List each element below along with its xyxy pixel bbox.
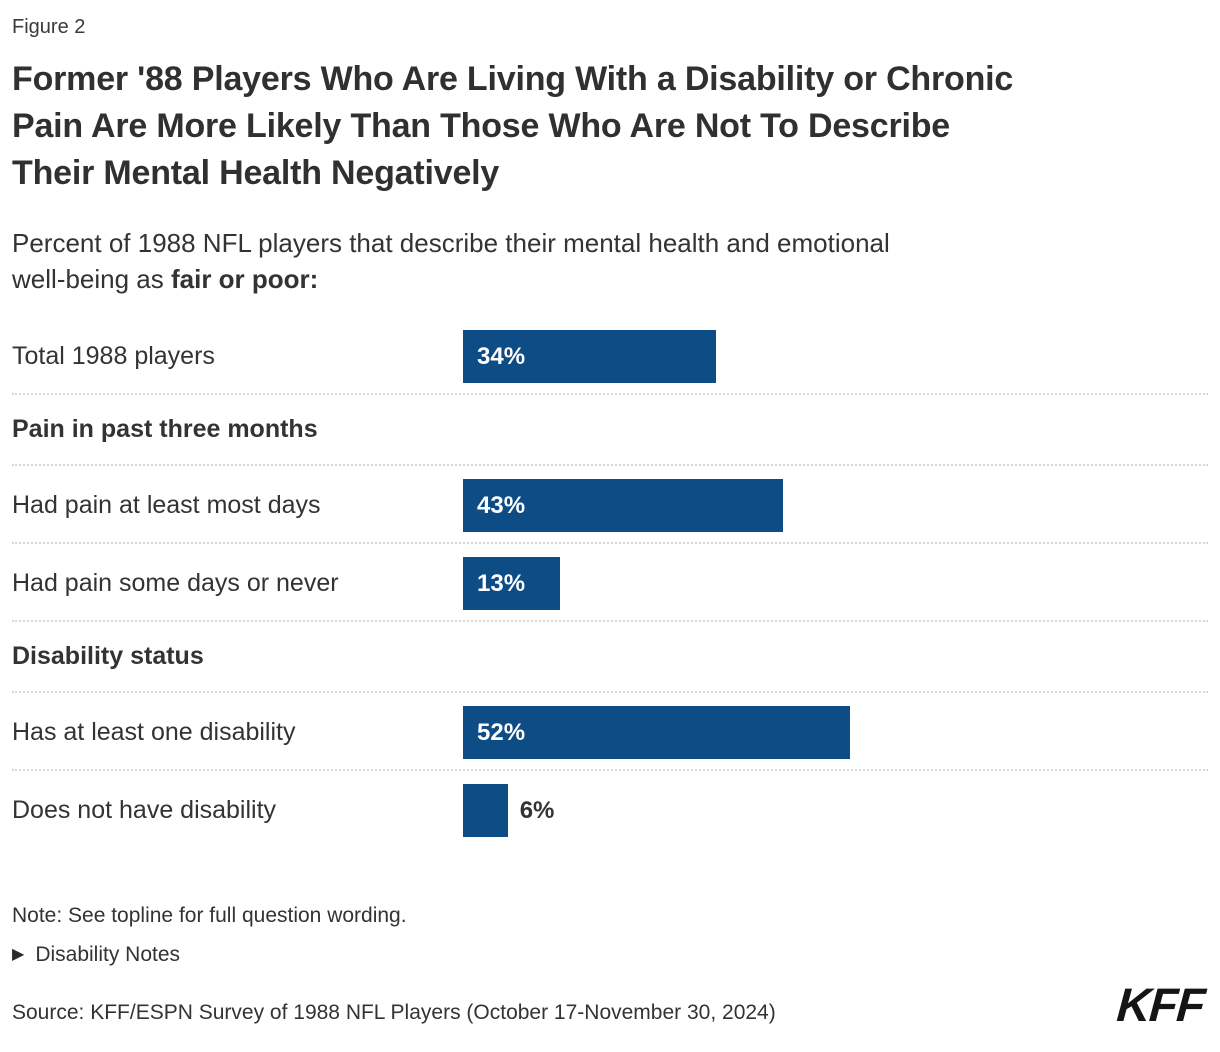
bar-row: Has at least one disability 52% [12, 693, 1208, 771]
bar: 43% [463, 479, 784, 532]
bar: 52% [463, 706, 851, 759]
bar-area: 6% [463, 784, 1208, 837]
disclosure-triangle-icon: ▶ [12, 946, 25, 963]
bar-row: Does not have disability 6% [12, 771, 1208, 837]
chart-subtitle-line-1: Percent of 1988 NFL players that describ… [12, 228, 890, 258]
bar-row-label: Had pain at least most days [12, 491, 321, 519]
disability-notes-disclosure: ▶ Disability Notes [12, 943, 1208, 967]
chart-title-line-3: Their Mental Health Negatively [12, 154, 500, 192]
bar-value-label: 6% [519, 796, 555, 824]
bar-value-label: 43% [477, 491, 526, 519]
kff-logo: KFF [1115, 978, 1206, 1031]
bar-area: 34% [463, 330, 1208, 383]
chart-subtitle: Percent of 1988 NFL players that describ… [12, 225, 1208, 297]
bar-row: Had pain some days or never 13% [12, 544, 1208, 622]
chart-title-line-1: Former '88 Players Who Are Living With a… [12, 60, 1014, 98]
chart-title-line-2: Pain Are More Likely Than Those Who Are … [12, 107, 951, 145]
bar: 34% [463, 330, 717, 383]
bar-row: Total 1988 players 34% [12, 327, 1208, 395]
chart-footer: Note: See topline for full question word… [12, 901, 1208, 1031]
bar-area: 52% [463, 706, 1208, 759]
chart-subtitle-line-2: well-being as fair or poor: [12, 264, 319, 294]
bar-area: 43% [463, 479, 1208, 532]
source-text: Source: KFF/ESPN Survey of 1988 NFL Play… [12, 1001, 776, 1024]
note-text: Note: See topline for full question word… [12, 904, 407, 927]
disclosure-label: Disability Notes [35, 943, 181, 966]
disability-notes-toggle[interactable]: ▶ Disability Notes [12, 943, 180, 967]
bar-chart: Total 1988 players 34% Pain in past three … [12, 327, 1208, 837]
bar-row-label: Has at least one disability [12, 718, 296, 746]
bar-value-label: 34% [477, 342, 526, 370]
chart-title: Former '88 Players Who Are Living With a… [12, 56, 1208, 197]
bar-area: 13% [463, 557, 1208, 610]
bar [463, 784, 508, 837]
bar-row-label: Total 1988 players [12, 342, 215, 370]
subtitle-bold-phrase: fair or poor: [170, 264, 319, 294]
chart-rows: Total 1988 players 34% Pain in past three … [12, 327, 1208, 837]
bar-value-label: 13% [477, 569, 526, 597]
bar: 13% [463, 557, 560, 610]
section-header: Disability status [12, 622, 1208, 693]
bar-row-label: Does not have disability [12, 796, 277, 824]
bar-value-label: 52% [477, 718, 526, 746]
bar-row-label: Had pain some days or never [12, 569, 339, 597]
figure-label: Figure 2 [12, 16, 86, 38]
section-header: Pain in past three months [12, 395, 1208, 466]
bar-row: Had pain at least most days 43% [12, 466, 1208, 544]
source-row: Source: KFF/ESPN Survey of 1988 NFL Play… [12, 978, 1208, 1031]
